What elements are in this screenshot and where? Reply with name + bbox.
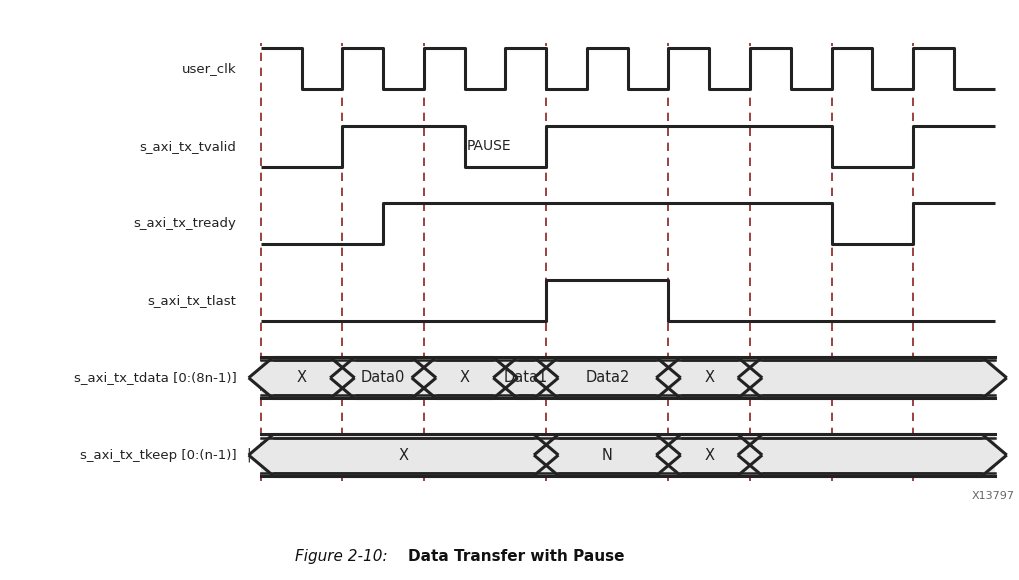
Polygon shape [249,357,355,398]
Text: X: X [398,448,409,463]
Polygon shape [656,357,762,398]
Text: user_clk: user_clk [181,63,236,75]
Polygon shape [249,434,558,476]
Polygon shape [534,434,681,476]
Text: Data0: Data0 [361,370,406,385]
Text: Figure 2-10:: Figure 2-10: [294,549,387,564]
Text: X: X [460,370,470,385]
Polygon shape [534,357,681,398]
Text: X13797: X13797 [972,491,1015,501]
Text: N: N [602,448,612,463]
Polygon shape [493,357,558,398]
Text: PAUSE: PAUSE [467,139,512,153]
Text: Data Transfer with Pause: Data Transfer with Pause [408,549,624,564]
Polygon shape [412,357,518,398]
Text: X: X [704,448,714,463]
Polygon shape [261,434,995,476]
Text: |: | [247,448,251,462]
Text: Data1: Data1 [503,370,548,385]
Polygon shape [738,357,1007,398]
Text: s_axi_tx_tvalid: s_axi_tx_tvalid [140,140,236,153]
Text: s_axi_tx_tdata [0:(8n-1)]: s_axi_tx_tdata [0:(8n-1)] [73,371,236,385]
Text: Data2: Data2 [585,370,630,385]
Text: s_axi_tx_tready: s_axi_tx_tready [133,217,236,230]
Polygon shape [656,434,762,476]
Polygon shape [330,357,436,398]
Text: X: X [704,370,714,385]
Text: s_axi_tx_tlast: s_axi_tx_tlast [148,294,236,307]
Text: X: X [297,370,307,385]
Polygon shape [738,434,1007,476]
Text: s_axi_tx_tkeep [0:(n-1)]: s_axi_tx_tkeep [0:(n-1)] [79,448,236,462]
Polygon shape [261,357,995,398]
